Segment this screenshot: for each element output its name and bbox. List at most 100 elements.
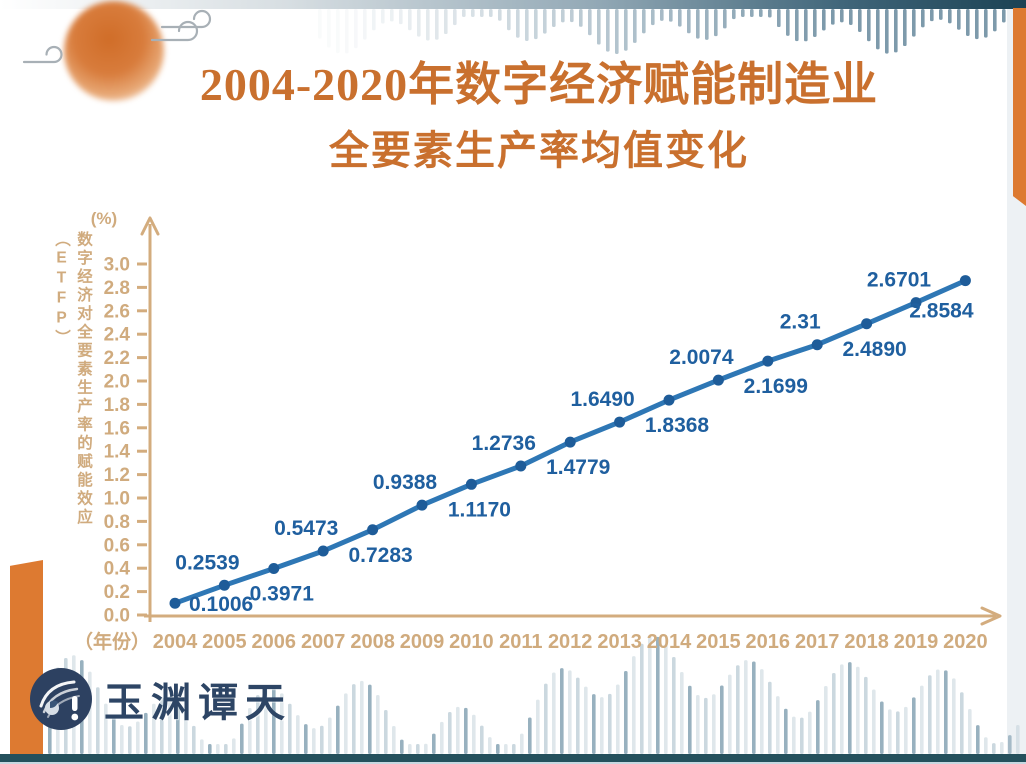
top-wave-bar: [669, 9, 673, 22]
data-point: [614, 416, 626, 428]
x-year-label: 2012: [548, 631, 593, 653]
bottom-accent-bar: [0, 754, 1026, 762]
bottom-wave-bar: [984, 737, 988, 754]
bottom-wave-bar: [920, 685, 924, 754]
data-point-label: 2.1699: [744, 375, 808, 398]
top-wave-bar: [399, 9, 403, 25]
y-tick-label: 2.2: [104, 348, 130, 369]
data-point-label: 0.3971: [250, 583, 315, 606]
top-wave-bar: [921, 9, 925, 28]
top-wave-bar: [777, 9, 781, 28]
bottom-wave-bar: [328, 717, 332, 754]
x-year-label: 2009: [400, 631, 445, 653]
bottom-wave-bar: [696, 695, 700, 754]
top-wave-bar: [516, 9, 520, 38]
x-year-label: 2017: [795, 631, 840, 653]
bottom-wave-bar: [552, 672, 556, 754]
bottom-wave-bar: [344, 693, 348, 754]
bottom-wave-bar: [128, 726, 132, 754]
chart-title: 2004-2020年数字经济赋能制造业 全要素生产率均值变化: [92, 54, 986, 180]
data-point-label: 2.4890: [842, 338, 906, 361]
bottom-wave-bar: [768, 681, 772, 754]
bottom-wave-bar: [448, 711, 452, 754]
bottom-wave-bar: [952, 678, 956, 754]
sun-icon: [64, 1, 164, 101]
top-wave-bar: [795, 9, 799, 42]
chart-title-line1: 2004-2020年数字经济赋能制造业: [199, 59, 879, 110]
bottom-wave-bar: [336, 705, 340, 754]
data-point-label: 0.2539: [175, 551, 239, 574]
bottom-wave-bar: [1008, 735, 1012, 754]
top-wave-bar: [948, 9, 952, 24]
data-point-label: 0.1006: [189, 593, 253, 616]
bottom-wave-bar: [240, 723, 244, 754]
bottom-wave-bar: [216, 744, 220, 754]
top-wave-bar: [804, 9, 808, 42]
top-wave-bar: [345, 9, 349, 54]
bottom-wave-bar: [200, 739, 204, 754]
bottom-wave-bar: [824, 686, 828, 754]
top-wave-bar: [642, 9, 646, 34]
top-wave-bar: [354, 9, 358, 49]
bottom-wave-bar: [408, 744, 412, 754]
bottom-wave-bar: [96, 687, 100, 754]
bottom-wave-bar: [744, 660, 748, 754]
top-wave-bar: [858, 9, 862, 33]
top-wave-bar: [606, 9, 610, 52]
y-tick-label: 2.8: [104, 278, 130, 299]
data-point-label: 0.5473: [274, 517, 338, 540]
bottom-wave-bar: [856, 666, 860, 754]
bottom-wave-bar: [144, 712, 148, 754]
data-point-label: 1.6490: [570, 388, 634, 411]
bottom-wave-bar: [808, 711, 812, 754]
top-wave-bar: [534, 9, 538, 40]
bottom-wave-bar: [776, 696, 780, 754]
top-wave-bar: [966, 9, 970, 36]
cloud-icon: [22, 9, 212, 64]
top-wave-bar: [471, 9, 475, 17]
bottom-wave-bar: [248, 707, 252, 754]
bottom-wave-bar: [736, 665, 740, 754]
bottom-wave-bar: [968, 708, 972, 754]
top-accent-bar: [0, 0, 1026, 9]
x-year-label: 2011: [499, 631, 542, 653]
bottom-wave-bar: [544, 683, 548, 754]
bottom-wave-bar: [728, 674, 732, 754]
top-wave-bar: [318, 9, 322, 39]
bottom-wave-bar: [112, 717, 116, 754]
top-wave-bar: [363, 9, 367, 40]
bottom-wave-bar: [208, 744, 212, 754]
bottom-wave-bar: [872, 689, 876, 754]
bottom-wave-bar: [384, 709, 388, 754]
data-point-label: 1.8368: [645, 414, 710, 437]
bottom-wave-bar: [560, 668, 564, 754]
bottom-wave-bar: [888, 709, 892, 754]
bottom-wave-bar: [464, 707, 468, 754]
top-wave-bar: [615, 9, 619, 54]
top-wave-bar: [336, 9, 340, 54]
bottom-wave-bar: [424, 743, 428, 754]
bottom-wave-bar: [592, 694, 596, 754]
bottom-wave-bar: [792, 716, 796, 754]
data-point-label: 2.0074: [669, 346, 734, 369]
y-unit-label: (%): [91, 209, 117, 228]
data-point: [465, 478, 477, 490]
top-wave-bar: [822, 9, 826, 31]
bottom-wave-bar: [376, 695, 380, 754]
x-year-label: 2006: [252, 631, 297, 653]
bottom-wave-bar: [392, 726, 396, 754]
bottom-wave-bar: [288, 703, 292, 754]
bottom-wave-bar: [520, 733, 524, 754]
bottom-wave-bar: [688, 685, 692, 754]
data-point: [663, 394, 675, 406]
top-wave-bar: [561, 9, 565, 23]
top-wave-bar: [813, 9, 817, 38]
brand-logo-text: 玉渊谭天: [104, 680, 292, 725]
data-point-label: 1.2736: [472, 432, 536, 455]
top-wave-bar: [768, 9, 772, 18]
bottom-wave-bar: [192, 725, 196, 754]
data-point-label: 1.1170: [448, 498, 511, 521]
top-wave-bar: [894, 9, 898, 53]
bottom-wave-bar: [224, 744, 228, 754]
